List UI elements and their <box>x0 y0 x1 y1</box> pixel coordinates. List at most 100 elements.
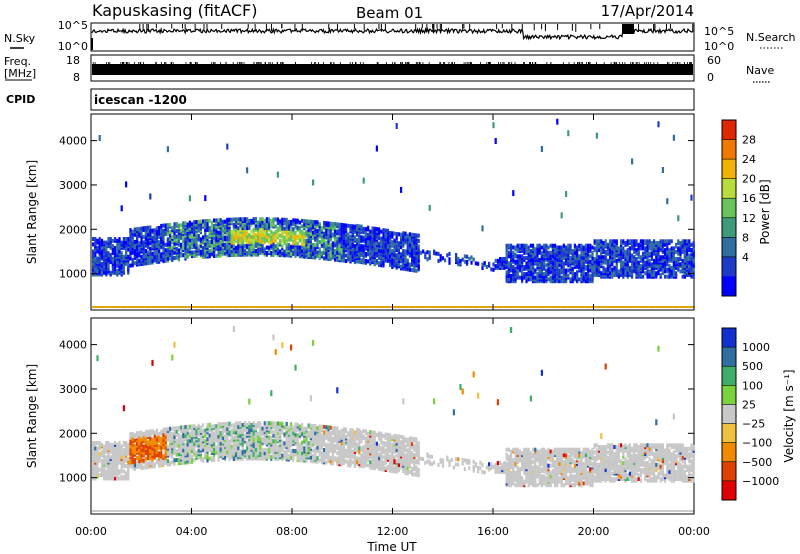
range-gate-cell <box>290 244 293 249</box>
range-gate-cell <box>439 257 442 262</box>
range-gate-cell <box>646 239 649 244</box>
range-gate-cell <box>142 235 145 240</box>
range-gate-cell <box>184 221 187 226</box>
near-range-cell <box>259 306 262 308</box>
range-gate-cell <box>217 225 220 230</box>
near-range-cell <box>543 306 546 308</box>
near-range-cell <box>184 306 187 308</box>
near-range-cell <box>679 306 682 308</box>
range-gate-cell <box>481 262 484 267</box>
range-gate-cell <box>94 451 97 456</box>
near-range-cell <box>637 306 640 308</box>
near-range-cell <box>567 306 570 308</box>
range-gate-cell <box>690 248 693 253</box>
range-gate-cell <box>529 277 532 282</box>
near-range-cell <box>171 306 174 308</box>
range-gate-cell <box>342 239 345 244</box>
range-gate-cell <box>188 424 191 429</box>
range-gate-cell <box>195 425 198 430</box>
scatter-cell <box>492 122 495 129</box>
range-gate-cell <box>569 265 572 269</box>
range-gate-cell <box>191 429 194 434</box>
range-gate-cell <box>375 227 378 232</box>
range-gate-cell <box>182 244 185 249</box>
range-gate-cell <box>367 236 370 241</box>
range-gate-cell <box>325 244 328 249</box>
near-range-cell <box>98 306 101 308</box>
near-range-cell <box>120 306 123 308</box>
near-range-cell <box>114 306 117 308</box>
range-gate-cell <box>397 248 400 253</box>
range-gate-cell <box>642 274 645 279</box>
range-gate-cell <box>540 259 543 264</box>
range-gate-cell <box>668 253 671 258</box>
range-gate-cell <box>151 443 154 448</box>
range-gate-cell <box>389 236 392 241</box>
scatter-cell <box>690 194 693 201</box>
range-gate-cell <box>514 245 517 250</box>
range-gate-cell <box>589 273 592 278</box>
range-gate-cell <box>316 250 319 255</box>
range-gate-cell <box>111 462 114 467</box>
noise-right-label: N.Search <box>746 31 796 44</box>
range-gate-cell <box>162 459 165 464</box>
range-gate-cell <box>221 235 224 240</box>
range-gate-cell <box>103 261 106 266</box>
range-gate-cell <box>151 258 154 263</box>
range-gate-cell <box>175 229 178 234</box>
range-gate-cell <box>270 243 273 248</box>
range-gate-cell <box>411 268 414 273</box>
range-gate-cell <box>188 438 191 443</box>
near-range-cell <box>490 306 493 308</box>
range-gate-cell <box>631 253 634 258</box>
range-gate-cell <box>686 244 689 249</box>
near-range-cell <box>213 306 216 308</box>
range-gate-cell <box>386 228 389 233</box>
range-gate-cell <box>549 275 552 280</box>
range-gate-cell <box>424 255 427 260</box>
range-gate-cell <box>600 274 603 279</box>
range-gate-cell <box>367 259 370 264</box>
range-gate-cell <box>501 257 504 261</box>
range-gate-cell <box>162 241 165 246</box>
range-gate-cell <box>193 250 196 255</box>
near-range-cell <box>448 306 451 308</box>
range-gate-cell <box>274 229 277 234</box>
range-gate-cell <box>593 267 596 272</box>
near-range-cell <box>505 306 508 308</box>
range-gate-cell <box>246 226 249 230</box>
range-gate-cell <box>180 223 183 228</box>
range-gate-cell <box>217 218 220 223</box>
range-gate-cell <box>177 223 180 228</box>
near-range-cell <box>415 306 418 308</box>
near-range-cell <box>562 306 565 308</box>
near-range-cell <box>287 306 290 308</box>
range-gate-cell <box>342 246 345 251</box>
range-gate-cell <box>219 246 222 251</box>
range-gate-cell <box>138 246 141 251</box>
range-gate-cell <box>668 274 671 279</box>
scatter-cell <box>375 145 378 152</box>
range-gate-cell <box>208 252 211 257</box>
range-gate-cell <box>393 238 396 243</box>
range-gate-cell <box>314 246 317 251</box>
range-gate-cell <box>463 254 466 259</box>
range-gate-cell <box>562 247 565 252</box>
range-gate-cell <box>276 242 279 247</box>
range-gate-cell <box>226 249 229 254</box>
range-gate-cell <box>622 267 625 272</box>
range-gate-cell <box>631 274 634 279</box>
range-gate-cell <box>127 247 130 252</box>
range-gate-cell <box>120 451 123 456</box>
colorbar-tick-label: 16 <box>742 192 756 205</box>
near-range-cell <box>169 510 172 512</box>
range-gate-cell <box>397 241 400 246</box>
range-gate-cell <box>331 255 334 260</box>
range-gate-cell <box>153 441 156 446</box>
range-gate-cell <box>94 242 97 247</box>
range-gate-cell <box>142 240 145 245</box>
range-gate-cell <box>180 446 183 451</box>
range-gate-cell <box>175 255 178 260</box>
range-gate-cell <box>485 265 488 269</box>
near-range-cell <box>668 306 671 308</box>
